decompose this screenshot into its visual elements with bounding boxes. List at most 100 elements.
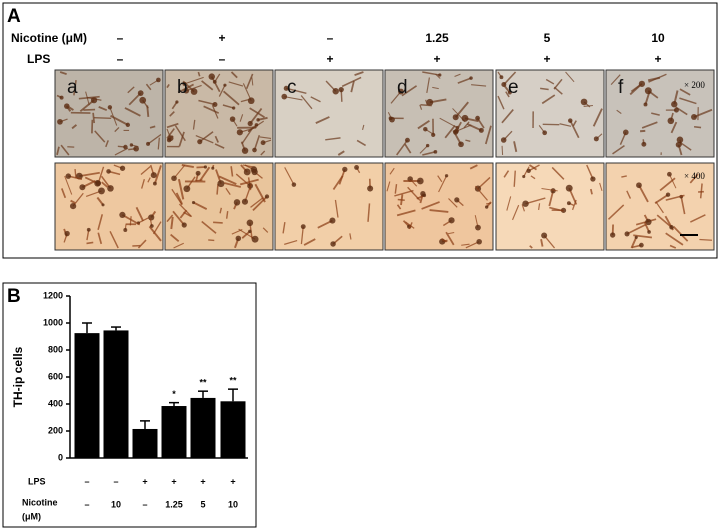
neurite bbox=[419, 145, 429, 154]
neurite bbox=[214, 143, 225, 149]
cell-body bbox=[622, 129, 629, 136]
neurite bbox=[74, 169, 77, 179]
cell-body bbox=[641, 141, 647, 147]
x-tick-label: – bbox=[84, 499, 89, 509]
cell-body bbox=[156, 77, 161, 83]
neurite bbox=[396, 139, 409, 156]
panel-letter: e bbox=[508, 77, 519, 98]
neurite bbox=[97, 232, 103, 245]
neurite bbox=[222, 104, 234, 109]
cell-body bbox=[644, 87, 652, 95]
condition-label: + bbox=[543, 52, 550, 66]
cell-body bbox=[329, 217, 336, 224]
neurite bbox=[101, 181, 109, 188]
neurite bbox=[341, 76, 362, 88]
neurite bbox=[214, 135, 219, 143]
neurite bbox=[114, 147, 129, 156]
condition-label: + bbox=[654, 52, 661, 66]
neurite bbox=[457, 77, 472, 84]
cell-body bbox=[64, 230, 70, 237]
neurite bbox=[680, 196, 686, 215]
cell-body bbox=[478, 127, 484, 133]
neurite bbox=[197, 71, 201, 77]
neurite bbox=[109, 230, 119, 249]
cell-body bbox=[300, 224, 306, 230]
cell-body bbox=[150, 172, 157, 179]
cell-body bbox=[251, 235, 259, 243]
cell-body bbox=[129, 143, 134, 147]
cell-body bbox=[252, 147, 257, 153]
cell-body bbox=[235, 235, 242, 242]
x-tick-label: + bbox=[230, 476, 235, 486]
neurite bbox=[239, 114, 244, 122]
cell-body bbox=[203, 165, 208, 169]
cell-body bbox=[183, 185, 191, 193]
cell-body bbox=[59, 95, 64, 100]
neurite bbox=[109, 107, 118, 126]
cell-body bbox=[133, 145, 139, 152]
row-label: Nicotine (μM) bbox=[11, 31, 87, 45]
condition-label: 10 bbox=[651, 31, 665, 45]
neurite bbox=[668, 174, 677, 189]
neurite bbox=[172, 210, 185, 226]
neurite bbox=[693, 108, 713, 118]
neurite bbox=[448, 198, 458, 208]
neurite bbox=[435, 73, 441, 79]
neurite bbox=[699, 238, 713, 241]
cell-body bbox=[139, 96, 147, 104]
cell-body bbox=[565, 184, 573, 192]
neurite bbox=[300, 226, 304, 245]
neurite bbox=[177, 178, 185, 200]
neurite bbox=[173, 164, 186, 179]
neurite bbox=[432, 86, 439, 90]
neurite bbox=[396, 204, 402, 210]
cell-body bbox=[354, 165, 359, 170]
cell-body bbox=[283, 85, 289, 91]
panel-letter: f bbox=[618, 77, 624, 98]
cell-body bbox=[590, 176, 596, 182]
cell-body bbox=[676, 136, 684, 144]
neurite bbox=[456, 124, 472, 132]
cell-body bbox=[123, 144, 128, 150]
cell-body bbox=[691, 113, 697, 120]
condition-label: + bbox=[218, 31, 225, 45]
neurite bbox=[260, 150, 266, 156]
neurite bbox=[92, 112, 96, 124]
neurite bbox=[553, 86, 563, 95]
cell-body bbox=[146, 141, 151, 146]
neurite bbox=[630, 236, 638, 249]
neurite bbox=[71, 124, 78, 130]
cell-body bbox=[65, 173, 72, 179]
cell-body bbox=[522, 200, 529, 207]
neurite bbox=[350, 80, 355, 93]
neurite bbox=[356, 139, 367, 147]
significance: ** bbox=[199, 378, 207, 388]
x-tick-label: + bbox=[171, 476, 176, 486]
bar bbox=[220, 401, 246, 458]
neurite bbox=[679, 97, 697, 105]
significance: ** bbox=[229, 376, 237, 386]
neurite bbox=[230, 166, 234, 177]
neurite bbox=[404, 143, 412, 154]
cell-body bbox=[484, 205, 489, 209]
neurite bbox=[97, 214, 104, 231]
neurite bbox=[251, 77, 254, 86]
neurite bbox=[64, 175, 73, 195]
cell-body bbox=[107, 185, 114, 192]
row-label: (μM) bbox=[22, 511, 41, 521]
cell-body bbox=[566, 201, 571, 206]
neurite bbox=[540, 87, 549, 91]
neurite bbox=[199, 166, 211, 182]
neurite bbox=[97, 166, 105, 184]
neurite bbox=[59, 71, 67, 75]
cell-body bbox=[197, 139, 203, 145]
neurite bbox=[394, 184, 398, 194]
neurite bbox=[140, 166, 151, 176]
cell-body bbox=[171, 175, 177, 182]
cell-body bbox=[212, 101, 218, 107]
neurite bbox=[471, 84, 487, 87]
cell-body bbox=[183, 87, 190, 94]
cell-body bbox=[243, 168, 251, 176]
cell-body bbox=[95, 180, 101, 186]
neurite bbox=[503, 71, 517, 86]
